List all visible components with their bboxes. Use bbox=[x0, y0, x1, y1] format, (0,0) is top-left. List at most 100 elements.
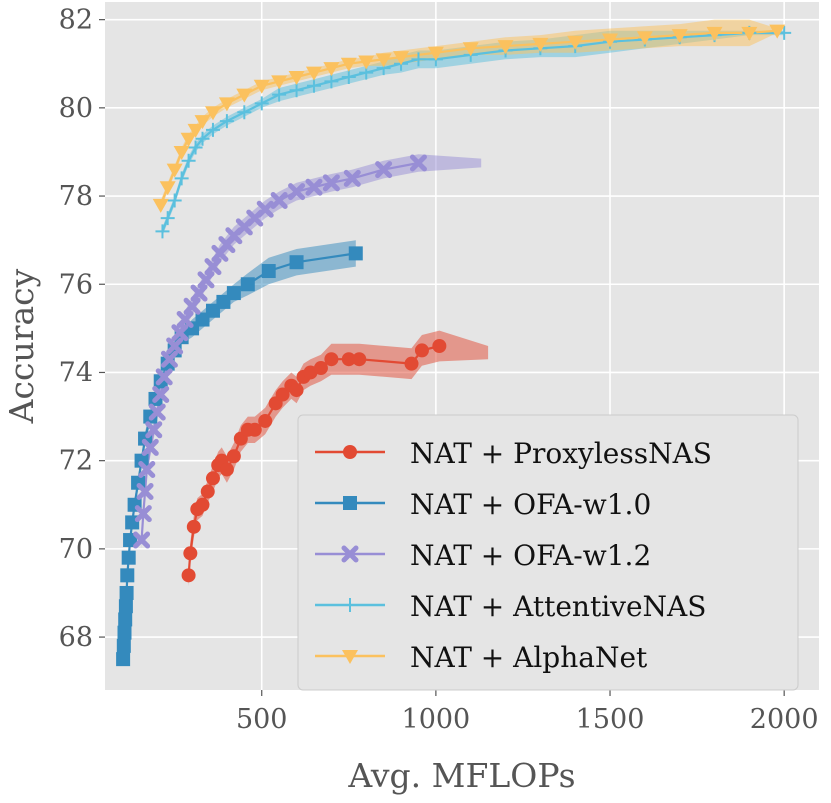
point-series-4 bbox=[671, 29, 688, 44]
point-series-4 bbox=[358, 55, 375, 70]
point-series-2 bbox=[160, 350, 178, 368]
point-series-1 bbox=[118, 599, 133, 614]
point-series-2 bbox=[152, 386, 170, 404]
y-tick-label: 74 bbox=[59, 357, 93, 388]
point-series-0 bbox=[247, 422, 262, 437]
point-series-3 bbox=[237, 105, 252, 120]
x-axis-ticks: 500 1000 1500 2000 bbox=[236, 690, 819, 735]
point-series-4 bbox=[305, 66, 322, 81]
x-tick-label: 500 bbox=[236, 704, 288, 735]
legend-entry: NAT + AttentiveNAS bbox=[410, 590, 706, 623]
y-tick-label: 76 bbox=[59, 269, 93, 300]
point-series-4 bbox=[166, 163, 183, 178]
point-series-1 bbox=[348, 246, 363, 261]
point-series-0 bbox=[258, 413, 273, 428]
point-series-2 bbox=[171, 324, 189, 342]
point-series-2 bbox=[183, 297, 201, 315]
point-series-3 bbox=[195, 131, 210, 146]
band-series-2 bbox=[141, 154, 482, 549]
point-series-3 bbox=[324, 74, 339, 89]
point-series-4 bbox=[393, 51, 410, 66]
legend: NAT + ProxylessNAS NAT + OFA-w1.0 NAT + OF… bbox=[297, 414, 799, 691]
legend-entry: NAT + ProxylessNAS bbox=[410, 437, 712, 470]
point-series-2 bbox=[136, 483, 154, 501]
point-series-1 bbox=[117, 625, 132, 640]
legend-entry: NAT + AlphaNet bbox=[410, 641, 648, 674]
point-series-3 bbox=[155, 224, 170, 239]
y-tick-label: 78 bbox=[59, 181, 93, 212]
point-series-1 bbox=[119, 585, 134, 600]
point-series-2 bbox=[133, 531, 151, 549]
point-series-0 bbox=[275, 387, 290, 402]
point-series-4 bbox=[706, 26, 723, 41]
point-series-1 bbox=[123, 533, 138, 548]
band-series-3 bbox=[162, 30, 785, 236]
point-series-0 bbox=[341, 352, 356, 367]
point-series-4 bbox=[187, 123, 204, 138]
point-series-4 bbox=[741, 26, 758, 41]
point-series-0 bbox=[414, 343, 429, 358]
point-series-1 bbox=[226, 286, 241, 301]
legend-marker bbox=[343, 598, 357, 612]
point-series-1 bbox=[240, 277, 255, 292]
point-series-1 bbox=[120, 568, 135, 583]
point-series-0 bbox=[303, 365, 318, 380]
point-series-1 bbox=[289, 255, 304, 270]
legend-box bbox=[297, 414, 799, 691]
point-series-0 bbox=[404, 356, 419, 371]
point-series-2 bbox=[322, 174, 340, 192]
y-axis-label: Accuracy bbox=[2, 268, 41, 424]
point-series-4 bbox=[194, 115, 211, 130]
point-series-0 bbox=[289, 383, 304, 398]
y-tick-label: 80 bbox=[59, 93, 93, 124]
legend-marker bbox=[341, 545, 359, 563]
legend-marker bbox=[343, 445, 357, 459]
point-series-2 bbox=[141, 438, 159, 456]
y-tick-label: 70 bbox=[59, 534, 93, 565]
band-series-0 bbox=[188, 330, 489, 587]
point-series-3 bbox=[341, 69, 356, 84]
point-series-2 bbox=[375, 161, 393, 179]
point-series-3 bbox=[167, 193, 182, 208]
point-series-4 bbox=[497, 40, 514, 55]
point-series-0 bbox=[219, 462, 234, 477]
point-series-1 bbox=[261, 264, 276, 279]
x-tick-label: 1500 bbox=[576, 704, 645, 735]
y-axis-ticks: 68 70 72 74 76 78 80 82 bbox=[59, 5, 105, 653]
point-series-2 bbox=[197, 271, 215, 289]
point-series-2 bbox=[138, 460, 156, 478]
point-series-1 bbox=[116, 638, 131, 653]
point-series-2 bbox=[288, 183, 306, 201]
point-series-2 bbox=[155, 368, 173, 386]
legend-marker bbox=[343, 496, 357, 510]
point-series-0 bbox=[205, 471, 220, 486]
x-axis-label: Avg. MFLOPs bbox=[347, 756, 575, 795]
point-series-4 bbox=[567, 35, 584, 50]
point-series-4 bbox=[159, 181, 176, 196]
point-series-3 bbox=[205, 122, 220, 137]
point-series-2 bbox=[343, 169, 361, 187]
point-series-2 bbox=[166, 337, 184, 355]
point-series-4 bbox=[236, 88, 253, 103]
x-tick-label: 2000 bbox=[750, 704, 819, 735]
legend-marker bbox=[342, 650, 358, 664]
point-series-0 bbox=[313, 361, 328, 376]
point-series-2 bbox=[256, 200, 274, 218]
point-series-4 bbox=[636, 31, 653, 46]
y-tick-label: 72 bbox=[59, 446, 93, 477]
series-markers bbox=[116, 24, 792, 667]
point-series-2 bbox=[190, 284, 208, 302]
point-series-3 bbox=[411, 52, 426, 67]
point-series-3 bbox=[272, 87, 287, 102]
legend-entry: NAT + OFA-w1.2 bbox=[410, 539, 651, 572]
point-series-4 bbox=[769, 24, 786, 39]
point-series-4 bbox=[173, 145, 190, 160]
point-series-4 bbox=[204, 106, 221, 121]
point-series-2 bbox=[409, 154, 427, 172]
point-series-4 bbox=[180, 132, 197, 147]
point-series-2 bbox=[204, 258, 222, 276]
point-series-4 bbox=[462, 42, 479, 57]
point-series-0 bbox=[432, 339, 447, 353]
point-series-4 bbox=[340, 57, 357, 72]
